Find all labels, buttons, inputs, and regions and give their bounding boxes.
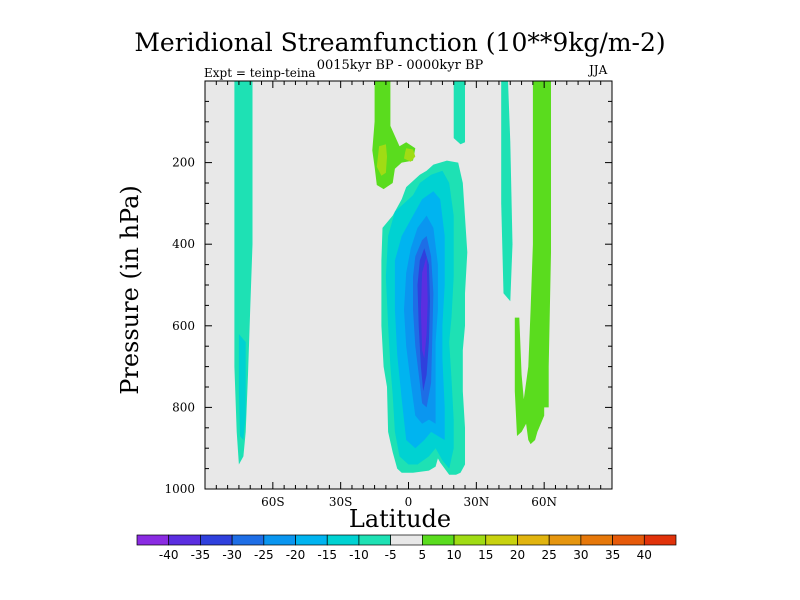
axes: 60S 30S 0 30N 60N 200 400 600 800 1000 (164, 80, 613, 509)
colorbar-tick-label: 15 (478, 548, 493, 562)
colorbar-tick-label: 40 (637, 548, 652, 562)
colorbar-swatch (263, 534, 296, 546)
colorbar-swatch (200, 534, 233, 546)
y-axis-label: Pressure (in hPa) (116, 185, 144, 395)
plot-area (205, 81, 612, 489)
colorbar-swatch (390, 534, 423, 546)
colorbar-tick-label: -10 (349, 548, 369, 562)
upper-positive-cell-core (376, 144, 387, 176)
experiment-label: Expt = teinp-teina (204, 66, 316, 80)
y-tick-label: 200 (172, 156, 195, 170)
colorbar-swatch (517, 534, 550, 546)
colorbar-swatch (612, 534, 645, 546)
tropical-negative-contour-minus-35 (420, 256, 428, 359)
colorbar-tick-label: -25 (254, 548, 274, 562)
colorbar-swatch (358, 534, 391, 546)
colorbar-swatch (453, 534, 487, 546)
chart-subtitle: 0015kyr BP - 0000kyr BP (316, 58, 484, 73)
subtropical-negative-band (453, 81, 465, 145)
season-label: JJA (589, 63, 608, 77)
x-tick-label: 30N (463, 495, 489, 509)
y-tick-label: 1000 (164, 482, 195, 496)
colorbar-swatch (643, 534, 677, 546)
x-tick-label: 30S (329, 495, 353, 509)
mid-latitude-negative-band (501, 81, 513, 302)
x-tick-label: 60N (531, 495, 557, 509)
x-tick-label: 0 (405, 495, 413, 509)
colorbar-tick-label: 10 (446, 548, 461, 562)
colorbar-tick-label: 35 (605, 548, 620, 562)
colorbar-swatch (580, 534, 613, 546)
colorbar-swatch (422, 534, 455, 546)
colorbar-swatch (548, 534, 582, 546)
northern-high-latitude-band (514, 81, 551, 445)
colorbar-tick-label: -20 (286, 548, 306, 562)
colorbar-tick-label: 5 (419, 548, 427, 562)
colorbar-tick-label: -15 (317, 548, 337, 562)
colorbar-tick-label: -35 (191, 548, 211, 562)
colorbar-tick-label: -40 (159, 548, 179, 562)
upper-positive-cell-secondary (404, 148, 416, 162)
colorbar-swatch (136, 534, 170, 546)
y-tick-label: 600 (172, 319, 195, 333)
x-axis-label: Latitude (348, 505, 452, 533)
colorbar: -40 -35 -30 -25 -20 -15 -10 -5 5 10 15 20 25 30 35 40 (136, 534, 677, 562)
colorbar-tick-label: 30 (573, 548, 588, 562)
y-tick-label: 400 (172, 237, 195, 251)
colorbar-tick-label: 20 (510, 548, 525, 562)
colorbar-swatch (485, 534, 518, 546)
southern-high-latitude-band-inner (238, 334, 246, 440)
colorbar-tick-label: -30 (222, 548, 242, 562)
x-tick-label: 60S (261, 495, 285, 509)
colorbar-tick-label: -5 (385, 548, 397, 562)
colorbar-swatch (295, 534, 328, 546)
colorbar-tick-label: 25 (542, 548, 557, 562)
y-tick-label: 800 (172, 400, 195, 414)
colorbar-swatch (231, 534, 265, 546)
colorbar-swatch (168, 534, 201, 546)
colorbar-swatch (326, 534, 360, 546)
chart-title: Meridional Streamfunction (10**9kg/m-2) (134, 28, 666, 57)
